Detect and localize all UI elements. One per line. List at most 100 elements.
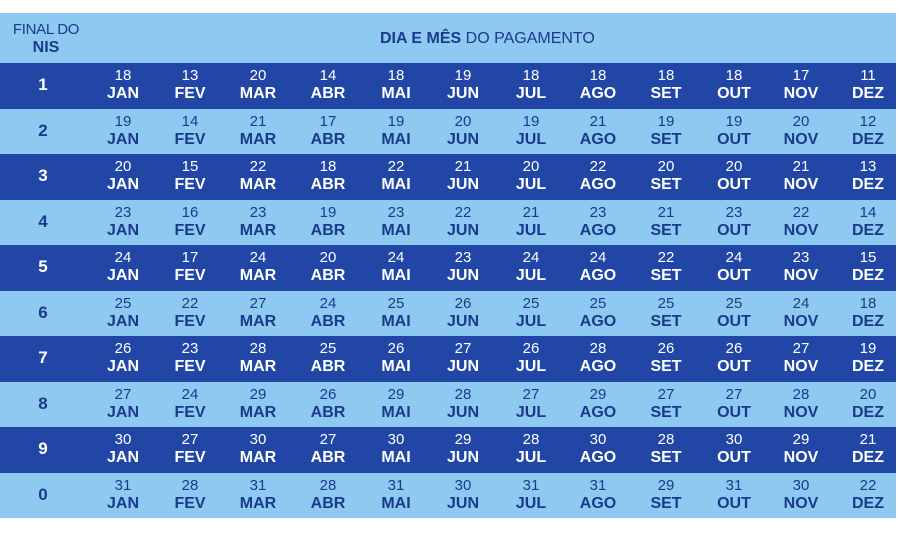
payment-month: JUN: [446, 312, 479, 330]
payment-day: 28: [454, 385, 472, 403]
payment-date-cell: 25 MAI: [366, 295, 426, 331]
payment-day: 18: [387, 67, 405, 84]
payment-date-cell: 28 JUL: [501, 431, 561, 467]
payment-day: 11: [860, 67, 876, 84]
payment-day: 23: [725, 203, 743, 221]
payment-month: MAR: [239, 449, 277, 466]
payment-date-cell: 28 JUN: [433, 386, 493, 422]
nis-digit: 3: [38, 166, 48, 185]
payment-day: 31: [725, 476, 743, 494]
payment-calendar-table: FINAL DO NIS DIA E MÊS DO PAGAMENTO 1 18 J…: [0, 13, 896, 518]
payment-day: 19: [859, 340, 877, 357]
payment-date-cell: 21 SET: [636, 204, 696, 240]
payment-month: DEZ: [852, 494, 884, 512]
payment-day: 28: [522, 431, 540, 448]
payment-date-cell: 24 NOV: [771, 295, 831, 331]
payment-month: ABR: [310, 267, 346, 284]
payment-month: OUT: [717, 267, 751, 284]
payment-day: 31: [522, 476, 540, 494]
payment-date-cell: 22 FEV: [160, 295, 220, 331]
payment-date-cell: 19 OUT: [704, 113, 764, 149]
payment-day: 20: [792, 112, 810, 130]
payment-month: DEZ: [852, 221, 884, 239]
table-row: 0 31 JAN 28 FEV 31 MAR 28 ABR 31 MAI 30 JUN 31 JUL 31 AG…: [0, 472, 896, 518]
payment-month: MAI: [381, 176, 411, 193]
payment-day: 22: [792, 203, 810, 221]
payment-date-cell: 16 FEV: [160, 204, 220, 240]
payment-month: JAN: [106, 221, 139, 239]
payment-date-cell: 27 OUT: [704, 386, 764, 422]
payment-date-cell: 27 JUL: [501, 386, 561, 422]
payment-date-cell: 17 FEV: [160, 249, 220, 285]
payment-date-cell: 23 MAR: [228, 204, 288, 240]
payment-day: 12: [859, 112, 877, 130]
payment-date-cell: 23 JAN: [93, 204, 153, 240]
payment-month: OUT: [717, 403, 751, 421]
payment-day: 19: [319, 203, 337, 221]
payment-day: 21: [859, 431, 877, 448]
payment-month: MAR: [239, 494, 277, 512]
payment-date-cell: 21 MAR: [228, 113, 288, 149]
payment-day: 23: [589, 203, 607, 221]
payment-day: 30: [792, 476, 810, 494]
payment-date-cell: 29 NOV: [771, 431, 831, 467]
payment-month: OUT: [717, 494, 751, 512]
payment-date-cell: 27 MAR: [228, 295, 288, 331]
payment-month: JUN: [446, 403, 479, 421]
payment-day: 21: [792, 158, 810, 175]
payment-month: MAR: [239, 267, 277, 284]
payment-month: MAR: [239, 221, 277, 239]
payment-day: 23: [792, 249, 810, 266]
payment-date-cell: 30 NOV: [771, 477, 831, 513]
payment-day: 22: [181, 294, 199, 312]
payment-date-cell: 14 FEV: [160, 113, 220, 149]
payment-date-cell: 25 JAN: [93, 295, 153, 331]
payment-day: 24: [522, 249, 540, 266]
payment-date-cell: 18 SET: [636, 67, 696, 103]
payment-month: NOV: [783, 494, 819, 512]
payment-date-cell: 26 ABR: [298, 386, 358, 422]
payment-month: JAN: [106, 267, 139, 284]
payment-day: 29: [454, 431, 472, 448]
payment-day: 25: [114, 294, 132, 312]
payment-day: 14: [859, 203, 877, 221]
payment-month: JAN: [106, 176, 139, 193]
payment-day: 18: [725, 67, 743, 84]
payment-day: 24: [792, 294, 810, 312]
payment-date-cell: 19 JUL: [501, 113, 561, 149]
payment-month: ABR: [310, 494, 346, 512]
payment-day: 15: [181, 158, 199, 175]
payment-date-cell: 22 AGO: [568, 158, 628, 194]
payment-day: 22: [589, 158, 607, 175]
payment-day: 21: [657, 203, 675, 221]
payment-date-cell: 25 SET: [636, 295, 696, 331]
payment-date-cell: 24 FEV: [160, 386, 220, 422]
payment-date-cell: 18 JUL: [501, 67, 561, 103]
payment-day: 13: [859, 158, 877, 175]
table-row: 2 19 JAN 14 FEV 21 MAR 17 ABR 19 MAI 20 JUN 19 JUL 21 AG…: [0, 108, 896, 154]
payment-day: 29: [387, 385, 405, 403]
payment-day: 31: [114, 476, 132, 494]
payment-month: FEV: [174, 267, 206, 284]
payment-date-cell: 25 AGO: [568, 295, 628, 331]
payment-month: JUL: [515, 449, 547, 466]
payment-day: 30: [249, 431, 267, 448]
payment-date-cell: 13 DEZ: [838, 158, 898, 194]
payment-date-cell: 31 AGO: [568, 477, 628, 513]
nis-header-line1: FINAL DO: [12, 21, 80, 38]
payment-day: 25: [657, 294, 675, 312]
payment-month: ABR: [310, 449, 346, 466]
payment-date-cell: 19 SET: [636, 113, 696, 149]
payment-month: AGO: [579, 176, 617, 193]
payment-date-cell: 11 DEZ: [838, 67, 898, 103]
payment-day: 27: [657, 385, 675, 403]
payment-month: JAN: [106, 449, 139, 466]
payment-day: 26: [114, 340, 132, 357]
payment-day: 21: [522, 203, 540, 221]
payment-month: NOV: [783, 267, 819, 284]
payment-month: DEZ: [852, 312, 884, 330]
payment-month: JUN: [446, 221, 479, 239]
payment-day: 20: [249, 67, 267, 84]
payment-month: MAR: [239, 312, 277, 330]
payment-day: 28: [792, 385, 810, 403]
